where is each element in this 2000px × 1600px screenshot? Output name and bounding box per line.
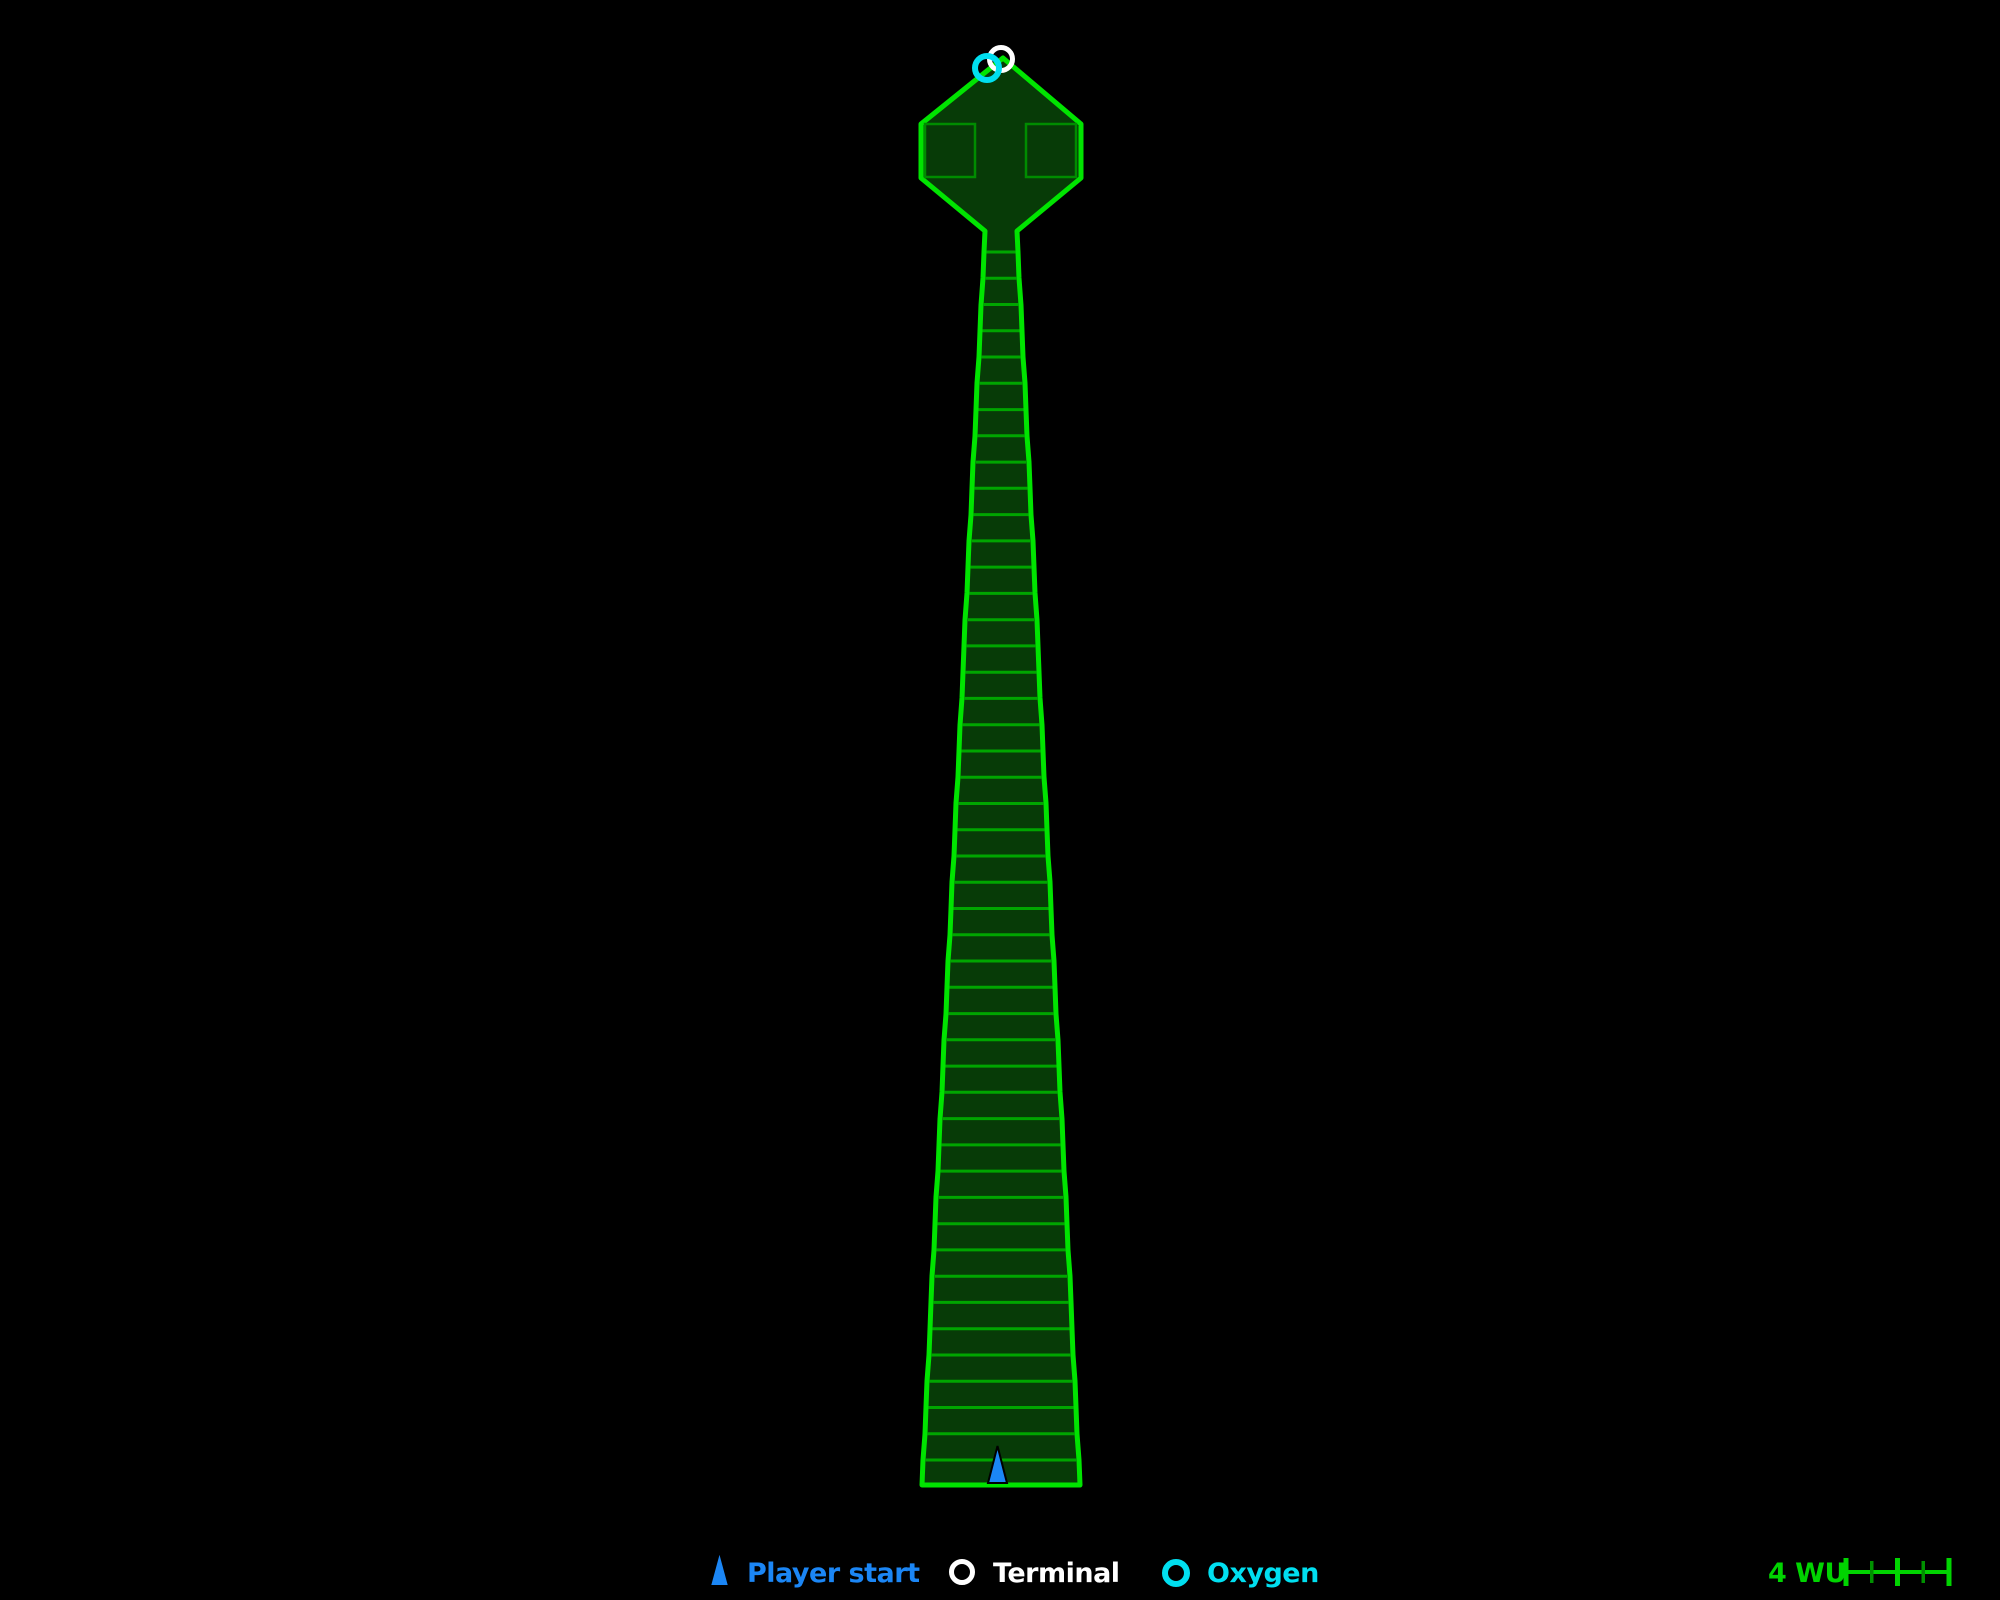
legend-label-terminal: Terminal [993,1558,1120,1589]
player-start-legend-icon [708,1549,731,1587]
terminal-legend-icon [949,1559,975,1585]
player-start-marker [986,1445,1009,1484]
pillar-right [1024,122,1078,179]
level-outline [918,55,1084,1488]
scale-bar-label: 4 WU [1768,1558,1846,1589]
legend-label-oxygen: Oxygen [1207,1558,1319,1589]
legend-label-player-start: Player start [747,1558,920,1589]
oxygen-legend-icon [1162,1559,1190,1587]
scale-bar-ruler [1843,1558,1952,1586]
pillar-left [923,122,977,179]
oxygen-marker [972,53,1002,83]
